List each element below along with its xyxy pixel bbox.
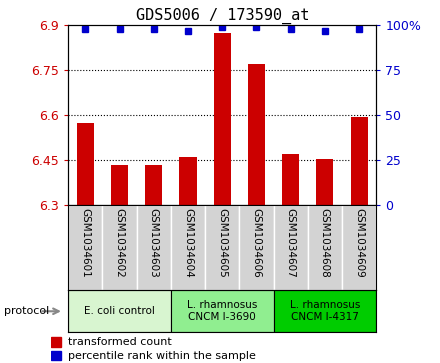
- Bar: [274, 290, 376, 332]
- Text: E. coli control: E. coli control: [84, 306, 155, 316]
- Bar: [316, 159, 334, 205]
- Text: L. rhamnosus
CNCM I-3690: L. rhamnosus CNCM I-3690: [187, 300, 257, 322]
- Text: transformed count: transformed count: [68, 337, 171, 347]
- Bar: [171, 290, 274, 332]
- Text: GSM1034606: GSM1034606: [251, 208, 261, 277]
- Text: protocol: protocol: [4, 306, 50, 316]
- Bar: [145, 165, 162, 205]
- Text: L. rhamnosus
CNCM I-4317: L. rhamnosus CNCM I-4317: [290, 300, 360, 322]
- Text: GSM1034604: GSM1034604: [183, 208, 193, 277]
- Text: GSM1034609: GSM1034609: [354, 208, 364, 277]
- Bar: [282, 154, 299, 205]
- Bar: [111, 165, 128, 205]
- Bar: [308, 205, 342, 290]
- Bar: [274, 205, 308, 290]
- Bar: [180, 157, 197, 205]
- Bar: [103, 205, 137, 290]
- Bar: [137, 205, 171, 290]
- Bar: [51, 337, 62, 347]
- Bar: [171, 205, 205, 290]
- Bar: [51, 351, 62, 360]
- Text: GSM1034603: GSM1034603: [149, 208, 159, 277]
- Bar: [248, 64, 265, 205]
- Text: GSM1034605: GSM1034605: [217, 208, 227, 277]
- Text: GSM1034602: GSM1034602: [114, 208, 125, 277]
- Text: GSM1034608: GSM1034608: [320, 208, 330, 277]
- Text: GSM1034601: GSM1034601: [81, 208, 90, 277]
- Bar: [342, 205, 376, 290]
- Text: GSM1034607: GSM1034607: [286, 208, 296, 277]
- Bar: [239, 205, 274, 290]
- Bar: [351, 117, 368, 205]
- Bar: [205, 205, 239, 290]
- Bar: [214, 33, 231, 205]
- Bar: [77, 123, 94, 205]
- Title: GDS5006 / 173590_at: GDS5006 / 173590_at: [136, 8, 309, 24]
- Text: percentile rank within the sample: percentile rank within the sample: [68, 351, 255, 361]
- Bar: [68, 290, 171, 332]
- Bar: [68, 205, 103, 290]
